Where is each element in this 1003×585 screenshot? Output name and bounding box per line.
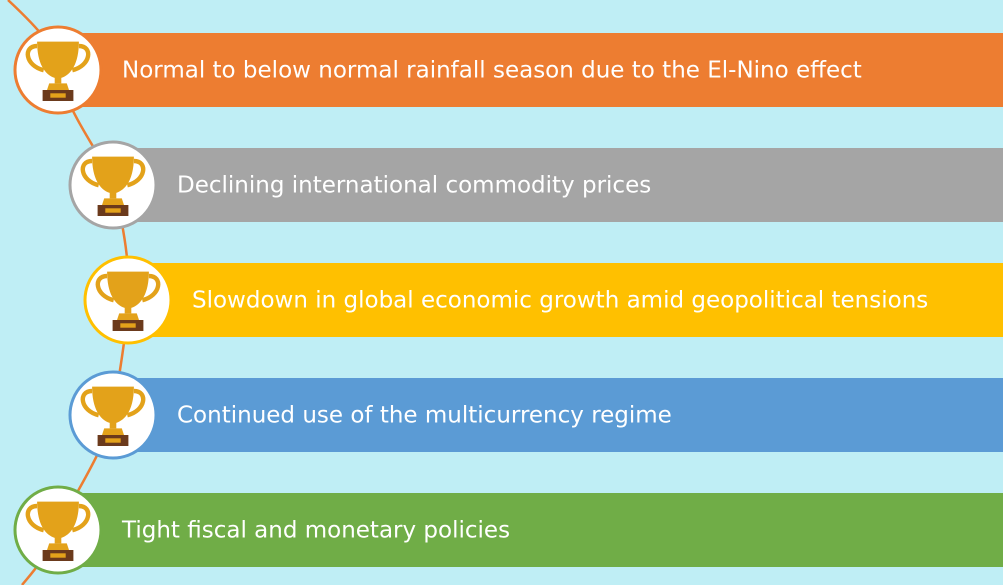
item-row: Declining international commodity prices xyxy=(68,140,1003,230)
item-row: Continued use of the multicurrency regim… xyxy=(68,370,1003,460)
item-text: Tight fiscal and monetary policies xyxy=(121,518,510,544)
item-bar xyxy=(58,33,1003,107)
rows: Normal to below normal rainfall season d… xyxy=(13,25,1003,575)
item-bar xyxy=(58,493,1003,567)
item-text: Continued use of the multicurrency regim… xyxy=(177,403,672,429)
item-bar xyxy=(128,263,1003,337)
item-text: Normal to below normal rainfall season d… xyxy=(122,58,862,84)
item-row: Tight fiscal and monetary policies xyxy=(13,485,1003,575)
item-bar xyxy=(113,148,1003,222)
item-text: Slowdown in global economic growth amid … xyxy=(192,288,928,314)
item-row: Normal to below normal rainfall season d… xyxy=(13,25,1003,115)
item-text: Declining international commodity prices xyxy=(177,173,651,199)
item-bar xyxy=(113,378,1003,452)
item-row: Slowdown in global economic growth amid … xyxy=(83,255,1003,345)
